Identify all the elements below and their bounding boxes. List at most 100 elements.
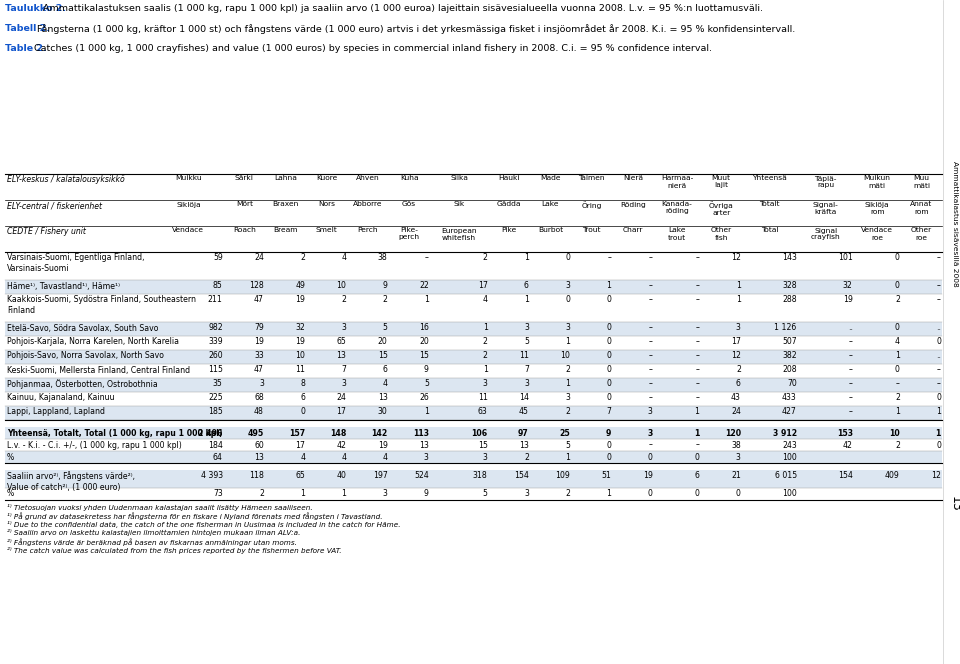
Text: 0: 0 [607, 394, 612, 402]
Bar [5, 427, 942, 439]
Text: 19: 19 [843, 295, 852, 305]
Text: –: – [696, 365, 700, 374]
Text: 17: 17 [296, 440, 305, 450]
Text: 73: 73 [213, 489, 223, 499]
Text: 3: 3 [524, 489, 529, 499]
Text: 0: 0 [607, 351, 612, 361]
Text: 3: 3 [342, 380, 347, 388]
Text: Yhteensä: Yhteensä [753, 175, 787, 181]
Text: 0: 0 [607, 440, 612, 450]
Text: 225: 225 [208, 394, 223, 402]
Text: Övriga
arter: Övriga arter [708, 201, 733, 216]
Bar [5, 350, 942, 364]
Text: 24: 24 [254, 254, 264, 262]
Text: 3: 3 [383, 489, 388, 499]
Text: Gös: Gös [402, 201, 417, 207]
Text: –: – [937, 295, 941, 305]
Text: 10: 10 [889, 428, 900, 438]
Text: Lake: Lake [541, 201, 559, 207]
Text: –: – [649, 323, 653, 333]
Text: 45: 45 [519, 408, 529, 416]
Text: 20: 20 [419, 337, 429, 347]
Text: 0: 0 [607, 323, 612, 333]
Text: 10: 10 [336, 282, 347, 291]
Text: CEDTE / Fishery unit: CEDTE / Fishery unit [7, 228, 85, 236]
Text: –: – [696, 337, 700, 347]
Text: 8: 8 [300, 380, 305, 388]
Text: 6: 6 [383, 365, 388, 374]
Text: Saaliin arvo²⁾, Fångstens värde²⁾,
Value of catch²⁾, (1 000 euro): Saaliin arvo²⁾, Fångstens värde²⁾, Value… [7, 471, 135, 492]
Text: ²⁾ The catch value was calculated from the fish prices reported by the fishermen: ²⁾ The catch value was calculated from t… [7, 546, 342, 554]
Text: Lake
trout: Lake trout [668, 228, 686, 240]
Text: 184: 184 [207, 440, 223, 450]
Text: Varsinais-Suomi, Egentliga Finland,
Varsinais-Suomi: Varsinais-Suomi, Egentliga Finland, Vars… [7, 254, 145, 273]
Text: 1: 1 [483, 323, 488, 333]
Text: 1 126: 1 126 [775, 323, 797, 333]
Text: Harmaa-
nierä: Harmaa- nierä [660, 175, 693, 189]
Text: –: – [896, 380, 900, 388]
Text: –: – [649, 295, 653, 305]
Text: 19: 19 [642, 471, 653, 481]
Text: 3: 3 [647, 428, 653, 438]
Text: –: – [696, 323, 700, 333]
Text: 154: 154 [838, 471, 852, 481]
Text: 1: 1 [423, 408, 429, 416]
Text: –: – [696, 380, 700, 388]
Text: 5: 5 [383, 323, 388, 333]
Text: Ammattikalastuksen saalis (1 000 kg, rapu 1 000 kpl) ja saaliin arvo (1 000 euro: Ammattikalastuksen saalis (1 000 kg, rap… [40, 4, 763, 13]
Text: 5: 5 [483, 489, 488, 499]
Text: 0: 0 [607, 337, 612, 347]
Text: Total: Total [761, 228, 779, 234]
Text: 65: 65 [296, 471, 305, 481]
Text: 154: 154 [514, 471, 529, 481]
Text: Pike-
perch: Pike- perch [398, 228, 420, 240]
Text: 3: 3 [565, 323, 570, 333]
Text: 2: 2 [483, 351, 488, 361]
Text: 13: 13 [519, 440, 529, 450]
Text: Särki: Särki [235, 175, 253, 181]
Text: 0: 0 [300, 408, 305, 416]
Text: –: – [696, 295, 700, 305]
Text: 185: 185 [208, 408, 223, 416]
Text: 0: 0 [695, 452, 700, 461]
Text: Muut
lajit: Muut lajit [711, 175, 731, 189]
Text: European
whitefish: European whitefish [442, 228, 477, 240]
Text: –: – [937, 380, 941, 388]
Text: 13: 13 [254, 452, 264, 461]
Text: Pike: Pike [502, 228, 516, 234]
Text: 26: 26 [419, 394, 429, 402]
Text: 1: 1 [565, 337, 570, 347]
Text: –: – [649, 440, 653, 450]
Text: –: – [649, 394, 653, 402]
Text: 68: 68 [254, 394, 264, 402]
Text: 2: 2 [483, 254, 488, 262]
Text: –: – [649, 337, 653, 347]
Text: 0: 0 [607, 452, 612, 461]
Text: 157: 157 [289, 428, 305, 438]
Text: Signal-
kräfta: Signal- kräfta [813, 201, 839, 214]
Text: Charr: Charr [623, 228, 643, 234]
Text: 3: 3 [483, 452, 488, 461]
Text: ELY-keskus / kalatalousyksikkö: ELY-keskus / kalatalousyksikkö [7, 175, 125, 185]
Text: 4: 4 [300, 452, 305, 461]
Text: ¹⁾ Due to the confidential data, the catch of the one fisherman in Uusimaa is in: ¹⁾ Due to the confidential data, the cat… [7, 521, 400, 528]
Text: 4: 4 [382, 452, 388, 461]
Text: 19: 19 [296, 337, 305, 347]
Text: 97: 97 [518, 428, 529, 438]
Text: Siklöja
rom: Siklöja rom [865, 201, 890, 214]
Text: 12: 12 [731, 351, 741, 361]
Text: 0: 0 [648, 452, 653, 461]
Text: 12: 12 [931, 471, 941, 481]
Text: –: – [849, 365, 852, 374]
Text: 60: 60 [254, 440, 264, 450]
Text: 5: 5 [424, 380, 429, 388]
Text: 1: 1 [735, 295, 741, 305]
Text: 106: 106 [471, 428, 488, 438]
Text: 13: 13 [948, 496, 960, 512]
Text: 15: 15 [377, 351, 388, 361]
Text: Kanada-
röding: Kanada- röding [661, 201, 692, 214]
Text: 33: 33 [254, 351, 264, 361]
Text: –: – [849, 394, 852, 402]
Text: 40: 40 [336, 471, 347, 481]
Text: Öring: Öring [582, 201, 602, 209]
